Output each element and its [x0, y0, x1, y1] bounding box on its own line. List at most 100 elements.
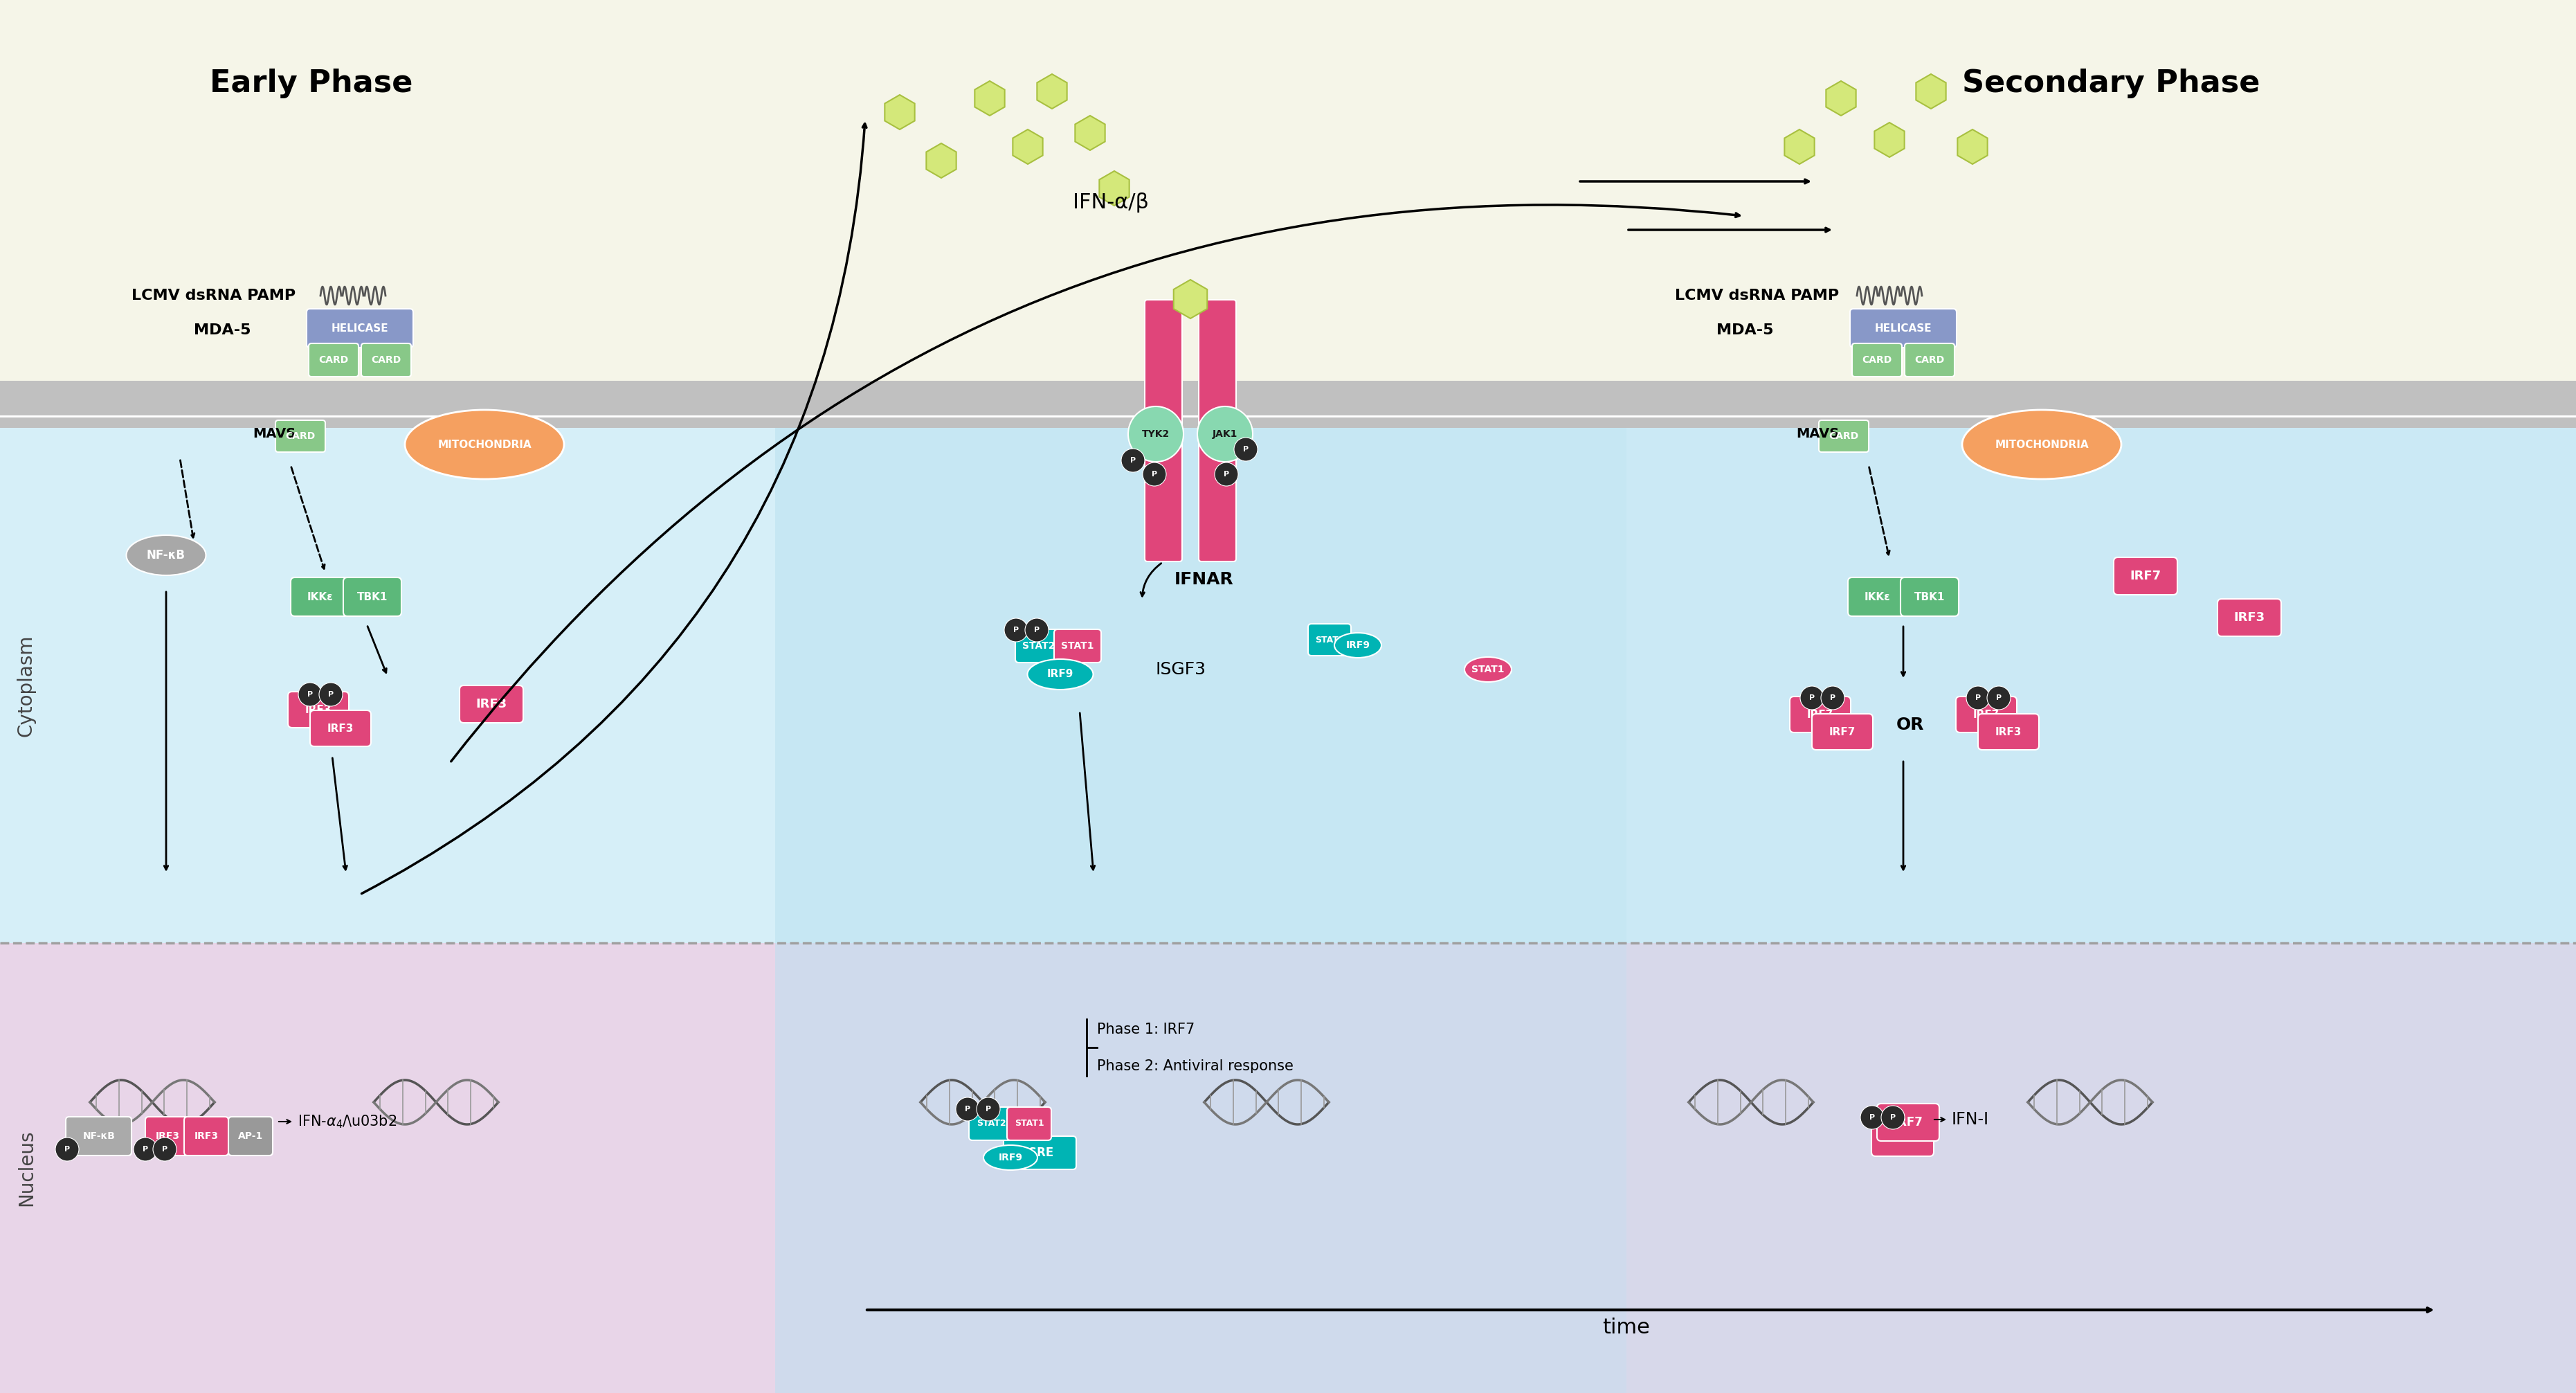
Text: IRF3: IRF3: [193, 1131, 219, 1141]
Text: Early Phase: Early Phase: [209, 68, 412, 98]
Polygon shape: [1036, 74, 1066, 109]
Polygon shape: [884, 95, 914, 130]
Circle shape: [152, 1138, 175, 1160]
Text: CARD: CARD: [1914, 355, 1945, 365]
FancyBboxPatch shape: [1852, 344, 1901, 376]
Ellipse shape: [1334, 632, 1381, 657]
Text: Cytoplasm: Cytoplasm: [15, 634, 36, 737]
Text: IRF9: IRF9: [1345, 641, 1370, 651]
Text: STAT2: STAT2: [976, 1119, 1005, 1128]
FancyBboxPatch shape: [0, 0, 2576, 380]
FancyBboxPatch shape: [969, 1107, 1012, 1141]
Ellipse shape: [126, 535, 206, 575]
FancyBboxPatch shape: [459, 685, 523, 723]
Text: P: P: [142, 1146, 147, 1153]
FancyBboxPatch shape: [183, 1117, 229, 1156]
Text: STAT2: STAT2: [1023, 641, 1056, 651]
Text: IRF9: IRF9: [1046, 669, 1074, 680]
Text: P: P: [1242, 446, 1249, 453]
Text: LCMV dsRNA PAMP: LCMV dsRNA PAMP: [1674, 288, 1839, 302]
FancyBboxPatch shape: [1904, 344, 1955, 376]
FancyBboxPatch shape: [2112, 557, 2177, 595]
Text: Phase 1: IRF7: Phase 1: IRF7: [1097, 1022, 1195, 1036]
Text: MITOCHONDRIA: MITOCHONDRIA: [438, 439, 531, 450]
Text: P: P: [1976, 695, 1981, 701]
Circle shape: [1121, 449, 1144, 472]
Text: P: P: [162, 1146, 167, 1153]
Text: TBK1: TBK1: [1914, 592, 1945, 602]
Polygon shape: [1012, 130, 1043, 164]
FancyBboxPatch shape: [1015, 630, 1061, 663]
Text: IRF3: IRF3: [1994, 727, 2022, 737]
Text: NF-κB: NF-κB: [147, 549, 185, 561]
Polygon shape: [1958, 130, 1986, 164]
Text: IRF3: IRF3: [327, 723, 353, 734]
Circle shape: [1801, 687, 1824, 709]
Text: P: P: [1012, 627, 1018, 634]
Text: P: P: [1868, 1114, 1875, 1121]
Polygon shape: [1826, 81, 1855, 116]
Text: IKKε: IKKε: [1862, 592, 1888, 602]
FancyBboxPatch shape: [0, 428, 2576, 943]
FancyBboxPatch shape: [2218, 599, 2280, 637]
Text: CARD: CARD: [1862, 355, 1891, 365]
Text: CARD: CARD: [371, 355, 402, 365]
Text: MITOCHONDRIA: MITOCHONDRIA: [1994, 439, 2089, 450]
FancyBboxPatch shape: [1790, 696, 1850, 733]
Text: IRF3: IRF3: [155, 1131, 180, 1141]
Ellipse shape: [1960, 410, 2120, 479]
Ellipse shape: [1463, 657, 1512, 683]
Circle shape: [1198, 407, 1252, 462]
Circle shape: [1965, 687, 1989, 709]
FancyBboxPatch shape: [67, 1117, 131, 1156]
FancyBboxPatch shape: [289, 692, 348, 727]
Polygon shape: [1100, 171, 1128, 206]
Circle shape: [1005, 618, 1028, 642]
Text: P: P: [1808, 695, 1814, 701]
FancyBboxPatch shape: [229, 1117, 273, 1156]
FancyBboxPatch shape: [1002, 1137, 1077, 1169]
Circle shape: [1128, 407, 1182, 462]
Text: IRF3: IRF3: [2233, 612, 2264, 624]
FancyBboxPatch shape: [276, 421, 325, 453]
Text: Nucleus: Nucleus: [15, 1130, 36, 1206]
FancyBboxPatch shape: [1847, 578, 1906, 616]
Polygon shape: [1785, 130, 1814, 164]
Text: Secondary Phase: Secondary Phase: [1960, 68, 2259, 98]
Text: HELICASE: HELICASE: [1875, 323, 1932, 333]
FancyBboxPatch shape: [1054, 630, 1100, 663]
FancyBboxPatch shape: [0, 418, 2576, 428]
FancyBboxPatch shape: [1875, 1103, 1940, 1141]
FancyBboxPatch shape: [1144, 299, 1182, 561]
Text: IRF3: IRF3: [1888, 1131, 1917, 1144]
Text: STAT1: STAT1: [1015, 1119, 1043, 1128]
Text: P: P: [1891, 1114, 1896, 1121]
Text: MAVS: MAVS: [252, 426, 296, 440]
Text: IRF3: IRF3: [477, 698, 507, 710]
Circle shape: [1860, 1106, 1883, 1130]
Text: CARD: CARD: [1829, 432, 1857, 442]
Text: JAK1: JAK1: [1213, 429, 1236, 439]
FancyBboxPatch shape: [0, 380, 2576, 415]
FancyBboxPatch shape: [1007, 1107, 1051, 1141]
Text: IRF7: IRF7: [1829, 727, 1855, 737]
Ellipse shape: [984, 1145, 1038, 1170]
Text: P: P: [1996, 695, 2002, 701]
FancyBboxPatch shape: [361, 344, 412, 376]
Text: P: P: [1829, 695, 1834, 701]
FancyBboxPatch shape: [291, 578, 348, 616]
FancyBboxPatch shape: [1811, 713, 1873, 749]
Text: IRF7: IRF7: [1806, 709, 1834, 720]
FancyBboxPatch shape: [343, 578, 402, 616]
Polygon shape: [925, 143, 956, 178]
Text: ISGF3: ISGF3: [1157, 662, 1206, 678]
FancyBboxPatch shape: [0, 943, 2576, 1393]
Text: CARD: CARD: [286, 432, 314, 442]
Text: P: P: [64, 1146, 70, 1153]
Text: IRF9: IRF9: [997, 1153, 1023, 1162]
Polygon shape: [1917, 74, 1945, 109]
Text: CARD: CARD: [319, 355, 348, 365]
FancyBboxPatch shape: [1309, 624, 1350, 656]
Text: IRF7: IRF7: [1893, 1116, 1922, 1128]
Circle shape: [1025, 618, 1048, 642]
